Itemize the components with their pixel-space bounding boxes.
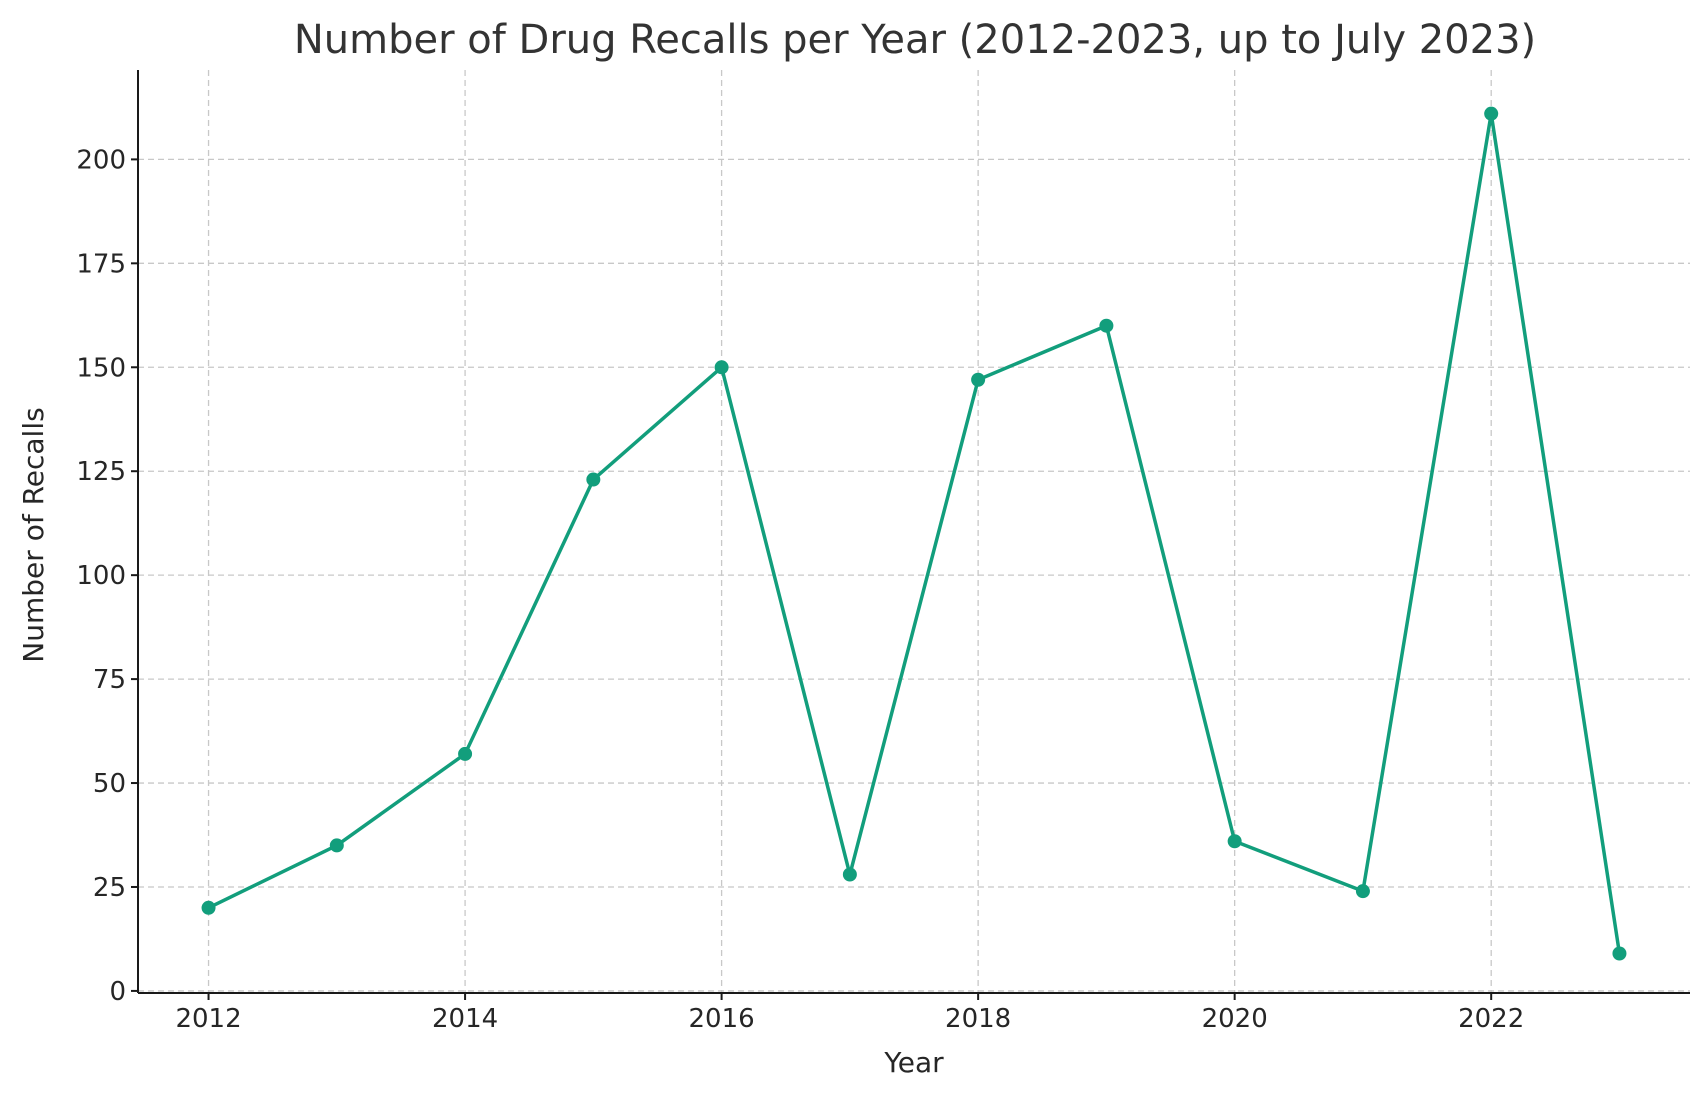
axes (137, 70, 1690, 994)
data-point-2019 (1099, 318, 1114, 333)
data-point-2020 (1227, 834, 1242, 849)
y-tick-label-150: 150 (76, 353, 126, 383)
series-line (207, 111, 1622, 954)
y-tick-label-25: 25 (93, 873, 126, 903)
data-point-2021 (1355, 884, 1370, 899)
data-point-2023 (1612, 946, 1627, 961)
chart-title: Number of Drug Recalls per Year (2012-20… (294, 17, 1536, 63)
y-tick-label-175: 175 (76, 249, 126, 279)
y-tick-label-0: 0 (109, 977, 126, 1007)
x-tick-label-2014: 2014 (432, 1004, 498, 1034)
x-tick-label-2016: 2016 (689, 1004, 755, 1034)
y-tick-label-50: 50 (93, 769, 126, 799)
data-point-2012 (201, 900, 216, 915)
y-tick-label-100: 100 (76, 561, 126, 591)
y-tick-label-200: 200 (76, 145, 126, 175)
data-series (201, 106, 1627, 961)
x-axis-label: Year (883, 1046, 944, 1079)
data-point-2014 (458, 746, 473, 761)
data-point-2015 (586, 472, 601, 487)
y-tick-label-75: 75 (93, 665, 126, 695)
y-tick-label-125: 125 (76, 457, 126, 487)
y-axis-label: Number of Recalls (17, 407, 50, 662)
x-tick-label-2012: 2012 (175, 1004, 241, 1034)
x-tick-label-2022: 2022 (1458, 1004, 1524, 1034)
x-tick-label-2020: 2020 (1202, 1004, 1268, 1034)
x-tick-label-2018: 2018 (945, 1004, 1011, 1034)
data-point-2018 (971, 372, 986, 387)
data-point-2013 (329, 838, 344, 853)
ticks: 2012 2014 2016 2018 2020 2022 0 25 50 75 100 125 150… (76, 145, 1524, 1034)
grid-lines (138, 70, 1690, 993)
data-point-2022 (1484, 106, 1499, 121)
data-point-2017 (842, 867, 857, 882)
data-point-2016 (714, 360, 729, 375)
